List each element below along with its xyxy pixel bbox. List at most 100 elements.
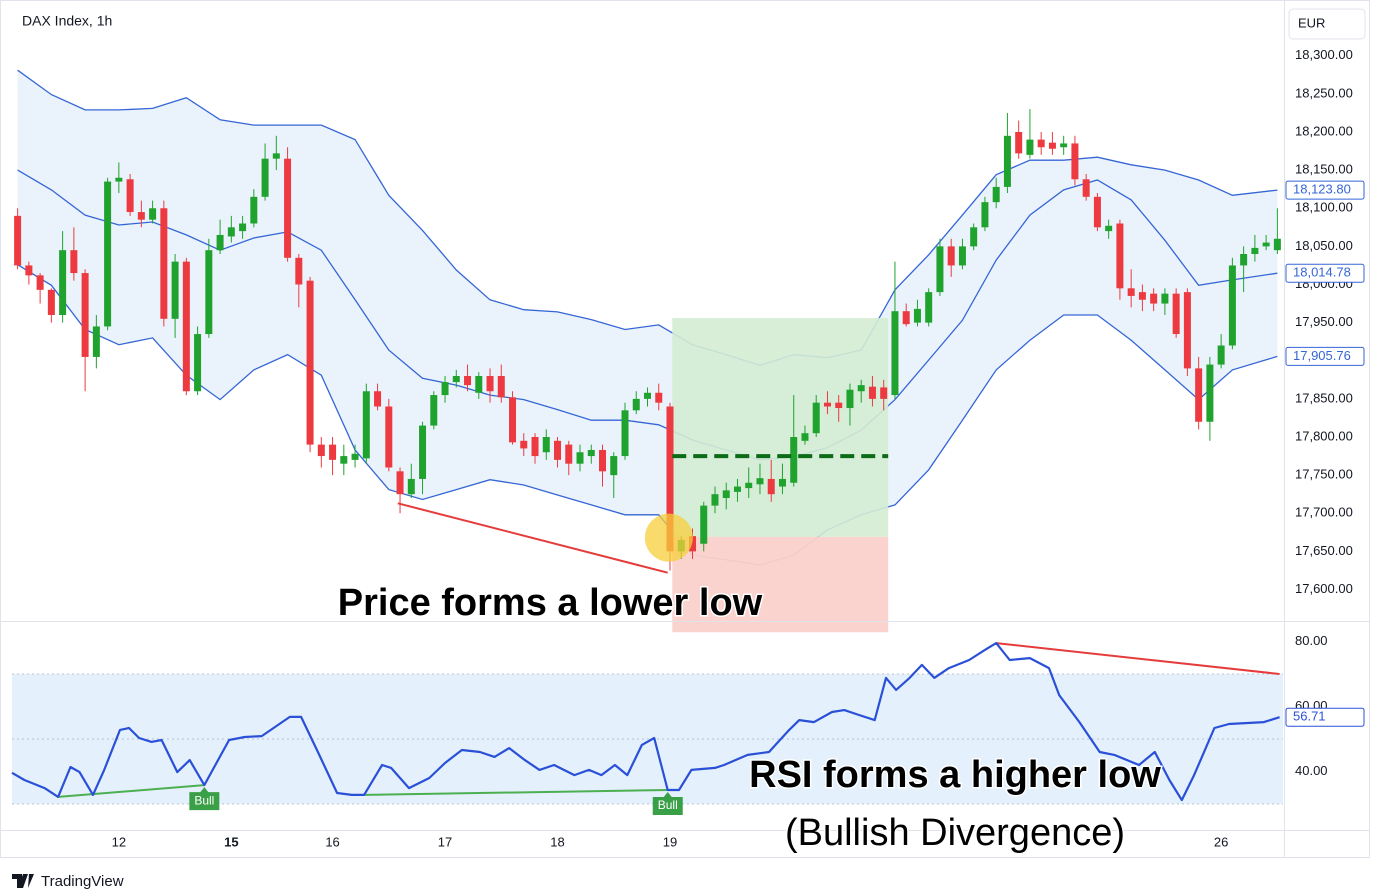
rsi-line	[11, 642, 1280, 802]
candle-body	[1105, 225, 1113, 232]
candle-body	[1015, 132, 1023, 154]
price-marker	[1285, 346, 1365, 366]
signal-label: Bull	[658, 798, 678, 812]
candle-body	[59, 250, 67, 315]
x-tick-label: 15	[224, 834, 238, 849]
price-marker	[1285, 180, 1365, 200]
candle-body	[554, 440, 562, 460]
y-tick-label: 18,100.00	[1295, 200, 1353, 215]
y-tick-label: 80.00	[1295, 633, 1328, 648]
candle-body	[790, 437, 798, 483]
candle-body	[317, 444, 325, 457]
candle-body	[801, 433, 809, 441]
candle-body	[936, 246, 944, 293]
annotation: Price forms a lower low	[338, 582, 763, 624]
y-tick-label: 18,200.00	[1295, 123, 1353, 138]
candle-body	[992, 186, 1000, 203]
candle-body	[509, 397, 517, 443]
candle-body	[587, 449, 595, 457]
candle-body	[1138, 292, 1146, 300]
candle-body	[1161, 293, 1169, 304]
candle-body	[385, 406, 393, 468]
candle-body	[464, 376, 472, 386]
layer: Bull Bull	[11, 109, 1281, 816]
candle-body	[419, 425, 427, 479]
candle-body	[351, 453, 359, 460]
candle-body	[542, 437, 550, 453]
highlight	[644, 513, 693, 562]
candle-body	[1195, 368, 1203, 422]
price-marker-label: 18,123.80	[1293, 182, 1351, 197]
profit-zone	[672, 318, 889, 537]
candle-body	[36, 275, 44, 290]
candle-body	[913, 308, 921, 323]
candle-body	[902, 311, 910, 325]
candle-body	[441, 382, 449, 396]
currency-label[interactable]: EUR	[1298, 15, 1325, 30]
candle-body	[407, 478, 415, 495]
candle-body	[1262, 242, 1270, 247]
band-line	[17, 169, 1278, 461]
candle-body	[160, 208, 168, 319]
candle-body	[115, 177, 123, 182]
layer: 18,300.00 18,250.00 18,200.00 18,150.00 18,1…	[112, 47, 1365, 849]
candle-body	[812, 402, 820, 434]
candle-body	[576, 452, 584, 464]
candle-body	[1082, 179, 1090, 197]
candle-body	[880, 387, 888, 399]
candle-body	[1273, 238, 1281, 251]
candle-body	[1251, 247, 1259, 254]
divergence-line	[364, 789, 668, 796]
candle-body	[610, 456, 618, 476]
candle-body	[329, 444, 337, 460]
candle-body	[947, 246, 955, 266]
candle-body	[756, 478, 764, 485]
candle-body	[846, 389, 854, 409]
band-line	[17, 264, 1278, 566]
candle-body	[1003, 135, 1011, 187]
loss-zone	[672, 536, 889, 633]
candle-body	[1240, 254, 1248, 266]
candle-body	[1228, 265, 1236, 346]
candle-body	[970, 227, 978, 247]
candle-body	[306, 280, 314, 445]
x-tick-label: 26	[1214, 834, 1228, 849]
brand-logo	[12, 874, 34, 888]
y-tick-label: 18,050.00	[1295, 238, 1353, 253]
logo	[12, 874, 34, 888]
candle-body	[565, 444, 573, 464]
candle-body	[823, 402, 831, 407]
candle-body	[767, 478, 775, 495]
annotation: RSI forms a higher low	[749, 754, 1161, 796]
candle-body	[497, 376, 505, 398]
candle-body	[227, 227, 235, 237]
currency-box[interactable]	[1288, 8, 1366, 40]
candle-body	[722, 490, 730, 498]
candle-body	[857, 385, 865, 392]
candle-body	[1060, 143, 1068, 148]
candle-body	[1127, 288, 1135, 296]
candle-body	[182, 261, 190, 392]
y-tick-label: 17,650.00	[1295, 543, 1353, 558]
band-area	[17, 70, 1278, 566]
y-tick-label: 18,300.00	[1295, 47, 1353, 62]
candle-body	[81, 273, 89, 357]
price-marker	[1285, 263, 1365, 283]
candle-body	[891, 311, 899, 396]
price-marker	[1285, 707, 1365, 727]
candle-body	[1150, 293, 1158, 304]
candle-body	[745, 482, 753, 489]
candle-body	[250, 196, 258, 224]
divergence-line	[996, 642, 1280, 675]
candle-body	[239, 223, 247, 232]
x-tick-label: 16	[325, 834, 339, 849]
signal-badge	[189, 787, 220, 811]
divergence-line	[58, 784, 205, 798]
candle-body	[374, 391, 382, 407]
candle-body	[868, 386, 876, 399]
signal-badge	[652, 792, 683, 816]
brand-name: TradingView	[41, 873, 124, 890]
candle-body	[194, 334, 202, 392]
y-tick-label: 18,150.00	[1295, 162, 1353, 177]
